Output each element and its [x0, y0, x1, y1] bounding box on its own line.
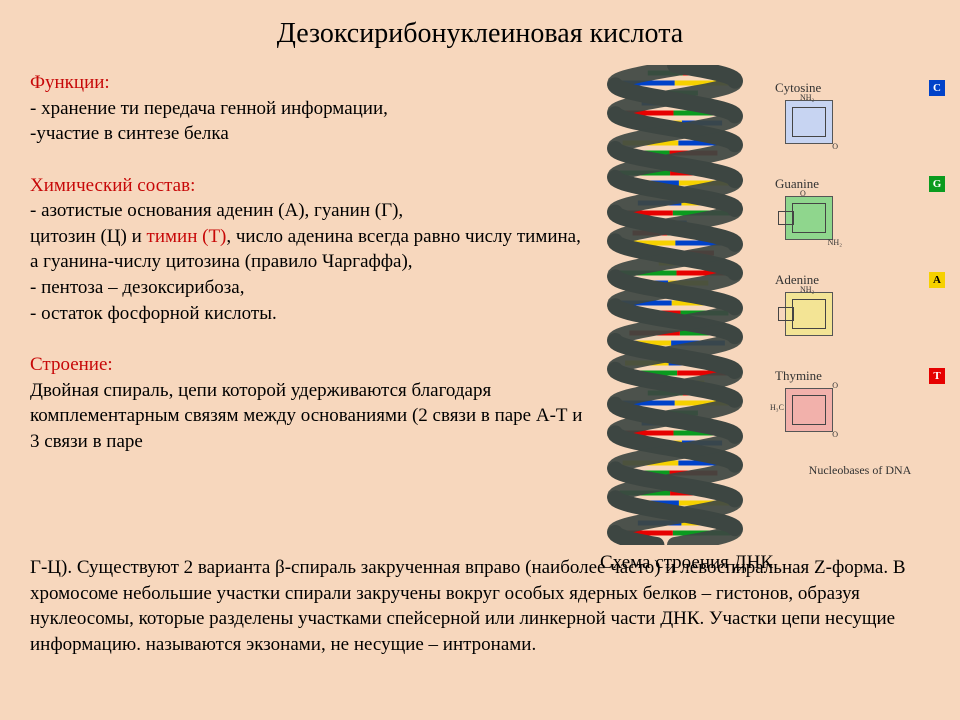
cytosine-label: Cytosine: [775, 80, 919, 96]
comp-1b-red: тимин (Т): [147, 226, 227, 247]
o-label: O: [800, 189, 806, 198]
guanine-structure-icon: O NH₂: [785, 196, 833, 240]
composition-line1a: - азотистые основания аденин (А), гуанин…: [30, 198, 590, 224]
structure-text-top: Двойная спираль, цепи которой удерживают…: [30, 378, 590, 455]
composition-head: Химический состав:: [30, 173, 590, 199]
guanine-code-box: G: [929, 176, 945, 192]
composition-line2: - пентоза – дезоксирибоза,: [30, 275, 590, 301]
adenine-label: Adenine: [775, 272, 919, 288]
legend-adenine: Adenine A NH₂: [775, 272, 945, 336]
text-column: Функции: - хранение ти передача генной и…: [30, 70, 590, 455]
helix-caption: Схема строения ДНК: [600, 552, 773, 574]
thymine-code-box: T: [929, 368, 945, 384]
thymine-structure-icon: O H₃C O: [785, 388, 833, 432]
composition-line3: - остаток фосфорной кислоты.: [30, 301, 590, 327]
functions-head: Функции:: [30, 70, 590, 96]
thymine-label: Thymine: [775, 368, 919, 384]
legend-cytosine: Cytosine C NH₂ O: [775, 80, 945, 144]
structure-text-bottom: Г-Ц). Существуют 2 варианта β-спираль за…: [30, 555, 930, 658]
nucleobases-caption: Nucleobases of DNA: [775, 464, 945, 477]
h3c-label: H₃C: [770, 403, 784, 412]
adenine-structure-icon: NH₂: [785, 292, 833, 336]
page-title: Дезоксирибонуклеиновая кислота: [0, 0, 960, 50]
o-label: O: [832, 381, 838, 390]
dna-helix-svg: [600, 65, 750, 545]
functions-line2: -участие в синтезе белка: [30, 121, 590, 147]
cytosine-code-box: C: [929, 80, 945, 96]
nh2-label: NH₂: [800, 93, 814, 102]
adenine-code-box: A: [929, 272, 945, 288]
cytosine-structure-icon: NH₂ O: [785, 100, 833, 144]
comp-1b-pre: цитозин (Ц) и: [30, 226, 147, 247]
functions-line1: - хранение ти передача генной информации…: [30, 96, 590, 122]
legend-thymine: Thymine T O H₃C O: [775, 368, 945, 432]
o-label: O: [832, 142, 838, 151]
guanine-label: Guanine: [775, 176, 919, 192]
composition-line1b: цитозин (Ц) и тимин (Т), число аденина в…: [30, 224, 590, 275]
structure-head: Строение:: [30, 352, 590, 378]
nh2-label: NH₂: [828, 238, 842, 247]
legend-guanine: Guanine G O NH₂: [775, 176, 945, 240]
o-label: O: [832, 430, 838, 439]
nh2-label: NH₂: [800, 285, 814, 294]
dna-helix-diagram: [600, 65, 750, 565]
nucleobase-legend: Cytosine C NH₂ O Guanine G O NH₂ Adenine…: [775, 80, 945, 477]
